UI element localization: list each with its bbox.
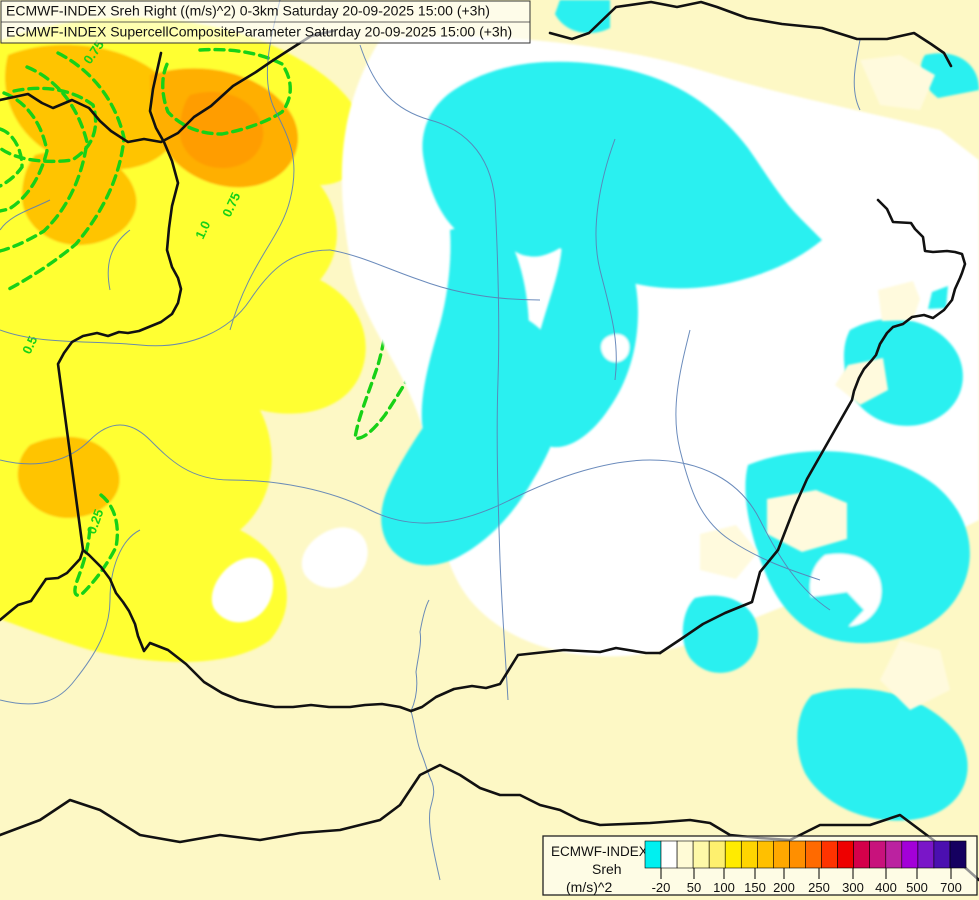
svg-text:50: 50 [687, 880, 701, 895]
svg-text:-20: -20 [652, 880, 671, 895]
svg-text:(m/s)^2: (m/s)^2 [566, 879, 612, 895]
svg-text:100: 100 [713, 880, 735, 895]
svg-text:250: 250 [808, 880, 830, 895]
svg-text:ECMWF-INDEX: ECMWF-INDEX [551, 844, 648, 859]
svg-text:700: 700 [940, 880, 962, 895]
svg-text:150: 150 [744, 880, 766, 895]
svg-text:Sreh: Sreh [592, 861, 622, 877]
svg-text:200: 200 [773, 880, 795, 895]
svg-text:500: 500 [906, 880, 928, 895]
svg-text:300: 300 [842, 880, 864, 895]
svg-text:400: 400 [875, 880, 897, 895]
